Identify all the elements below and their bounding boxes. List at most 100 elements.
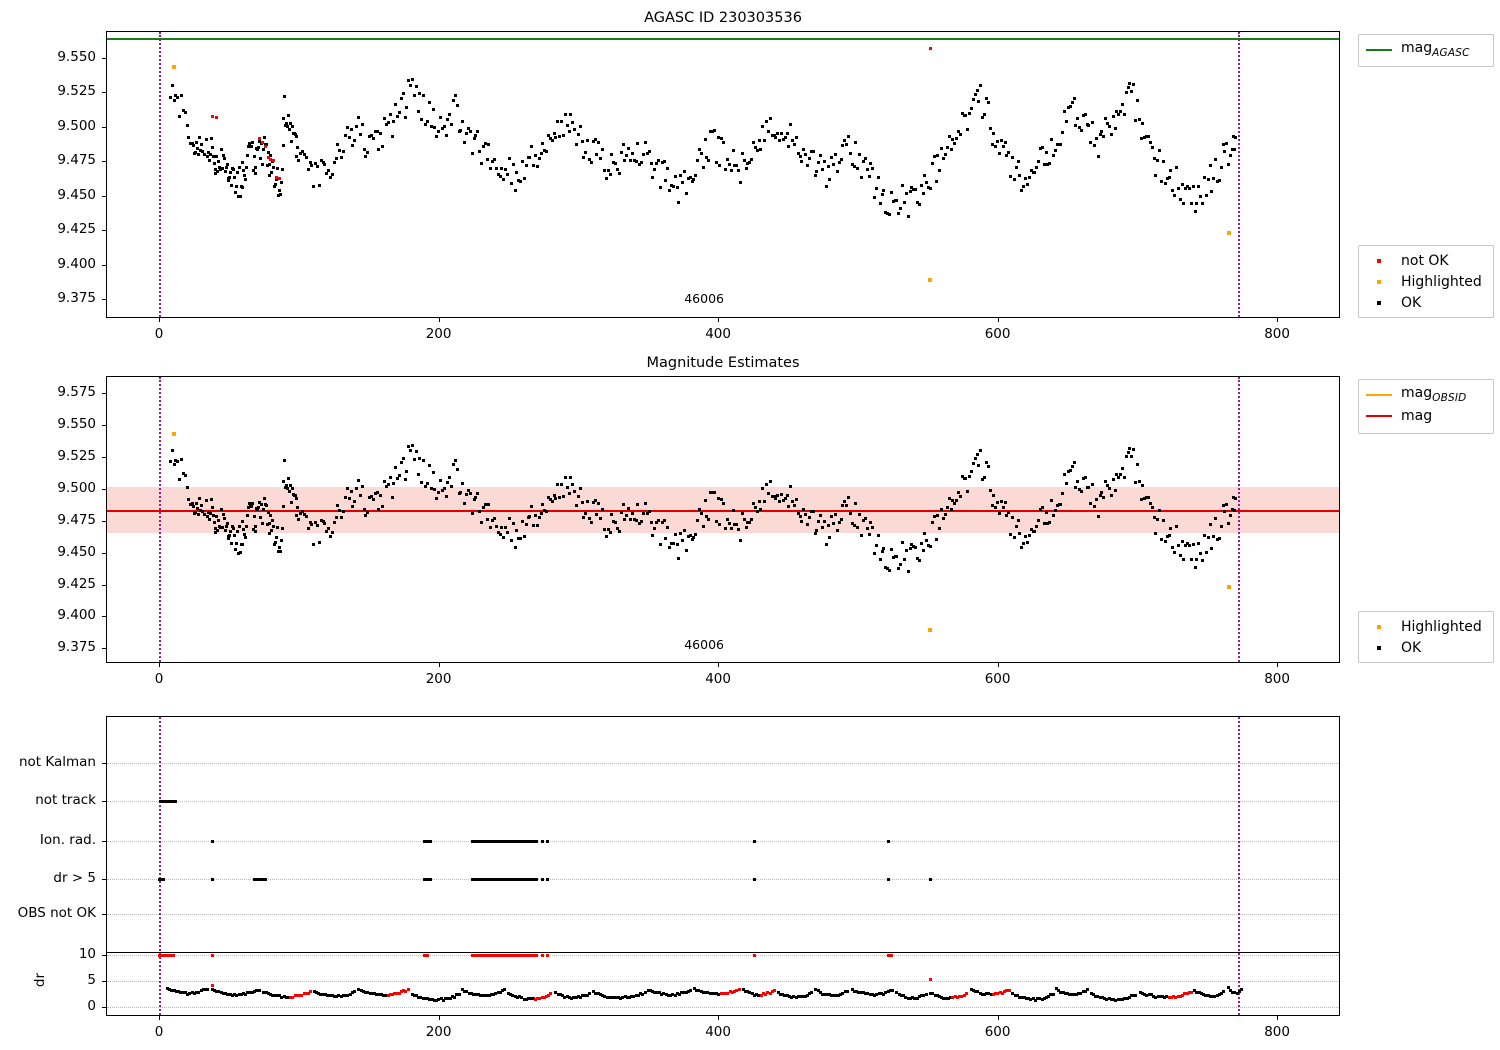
data-point [999,139,1003,143]
data-point [1024,176,1028,180]
data-point [1079,128,1083,132]
flag-marker [473,839,477,843]
data-point [649,161,653,165]
data-point [586,139,590,143]
data-point [817,161,821,165]
data-point [668,546,672,550]
y-tick-label: 9.400 [57,255,96,272]
data-point [530,144,534,148]
data-point [479,161,483,165]
dr-point [861,991,865,995]
dr-outlier-marker [509,954,513,958]
data-point [1148,140,1152,144]
y-tick-label: 9.475 [57,511,96,528]
dr-point [250,990,254,994]
dr-point [540,996,544,1000]
dr-point [982,993,986,997]
y-tick-mark [102,763,106,764]
data-point [753,145,757,149]
dr-point [1235,992,1239,996]
dr-point [1134,993,1138,997]
data-point [230,183,234,187]
data-point [189,142,193,146]
dr-point [785,994,789,998]
dr-point [675,992,679,996]
data-point [317,183,321,187]
data-point [524,163,528,167]
data-point [394,102,398,106]
data-point [1206,536,1210,540]
data-point [191,141,195,145]
dr-point [616,995,620,999]
dr-point [699,990,703,994]
dr-point [1129,994,1133,998]
data-point [656,518,660,522]
data-point [692,536,696,540]
data-point [977,464,981,468]
dr-point [177,990,181,994]
data-point [390,134,394,138]
data-point [418,92,422,96]
data-point [502,178,506,182]
data-point [880,193,884,197]
data-point [270,529,274,533]
data-point [966,128,970,132]
dr-point [219,990,223,994]
data-point [759,508,763,512]
data-point [1165,176,1169,180]
dr-point [935,994,939,998]
data-point [1150,506,1154,510]
data-point [270,170,274,174]
dr-point [291,995,295,999]
data-point [275,167,279,171]
data-point [269,513,273,517]
data-point [1055,503,1059,507]
data-point [1076,480,1080,484]
data-point [416,472,420,476]
data-point [593,137,597,141]
data-point [750,517,754,521]
data-point [519,537,523,541]
dr-point [395,991,399,995]
data-point [332,520,336,524]
data-point [642,512,646,516]
dr-gridline [107,980,1339,982]
data-point [835,528,839,532]
dr-outlier-marker [520,954,524,958]
y-tick-mark [102,264,106,266]
data-point [656,159,660,163]
data-point [483,502,487,506]
data-point [1212,176,1216,180]
data-point [910,543,914,547]
dr-point [489,992,493,996]
data-point [347,496,351,500]
data-point [841,504,845,508]
dr-point [969,987,973,991]
legend-mag-agasc[interactable]: magAGASC [1358,34,1494,67]
data-point [468,491,472,495]
data-point [640,519,644,523]
flag-marker [479,839,483,843]
dr-point [712,991,716,995]
data-point [733,523,737,527]
data-point [779,131,783,135]
data-point [923,532,927,536]
data-point [1100,129,1104,133]
data-point [507,157,511,161]
dr-point [1072,993,1076,997]
data-point [543,148,547,152]
dr-point [1105,997,1109,1001]
legend-mag-lines[interactable]: magOBSID mag [1358,379,1494,434]
dr-point [439,997,443,1001]
data-point [595,512,599,516]
data-point [319,518,323,522]
dr-point [808,991,811,995]
dr-point [1231,990,1235,994]
legend-point-classes[interactable]: not OK Highlighted OK [1358,245,1494,318]
data-point [947,135,951,139]
data-point [208,512,212,516]
legend-point-classes-2[interactable]: Highlighted OK [1358,611,1494,663]
data-point [1221,143,1225,147]
data-point [746,161,750,165]
data-point [930,161,934,165]
